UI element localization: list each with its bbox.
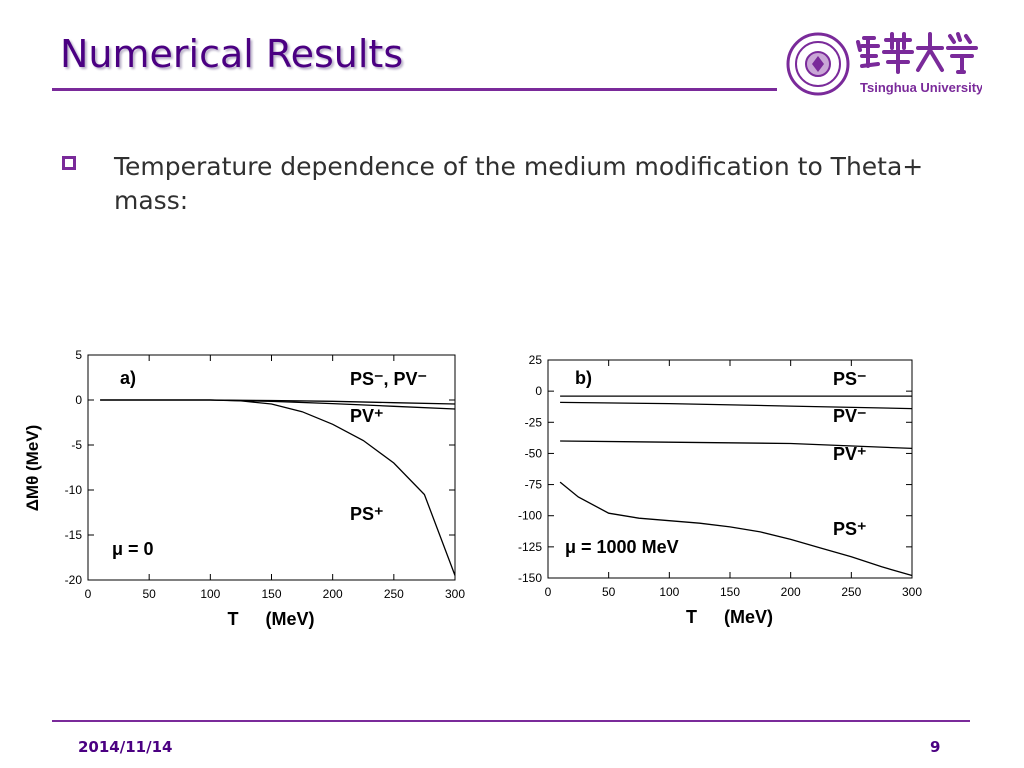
bullet-square-icon bbox=[62, 156, 76, 170]
y-tick-label: -100 bbox=[518, 509, 542, 523]
y-tick-label: -20 bbox=[65, 573, 83, 587]
x-tick-label: 0 bbox=[85, 587, 92, 601]
x-tick-label: 200 bbox=[323, 587, 343, 601]
y-tick-label: 0 bbox=[75, 393, 82, 407]
x-axis-label: T bbox=[228, 609, 239, 629]
x-axis-unit: (MeV) bbox=[724, 607, 773, 627]
series-line bbox=[560, 440, 913, 450]
series-line bbox=[100, 399, 456, 410]
x-tick-label: 100 bbox=[659, 585, 679, 599]
y-tick-label: -15 bbox=[65, 528, 83, 542]
x-tick-label: 50 bbox=[602, 585, 616, 599]
page-number: 9 bbox=[930, 738, 941, 756]
y-tick-label: 25 bbox=[529, 353, 543, 367]
y-axis-label: ΔMθ (MeV) bbox=[23, 425, 42, 512]
series-label: PS⁻, PV⁻ bbox=[350, 369, 427, 389]
x-tick-label: 300 bbox=[902, 585, 922, 599]
y-tick-label: -5 bbox=[71, 438, 82, 452]
panel-label: a) bbox=[120, 368, 136, 388]
series-label: PS⁺ bbox=[350, 504, 384, 524]
bullet-text: Temperature dependence of the medium mod… bbox=[114, 152, 924, 215]
mu-annotation: μ = 0 bbox=[112, 539, 154, 559]
series-line bbox=[100, 399, 456, 576]
series-label: PV⁻ bbox=[833, 406, 867, 426]
x-tick-label: 300 bbox=[445, 587, 465, 601]
y-tick-label: -75 bbox=[525, 478, 543, 492]
university-logo: Tsinghua University bbox=[786, 32, 982, 96]
y-tick-label: 0 bbox=[535, 384, 542, 398]
series-label: PV⁺ bbox=[833, 444, 867, 464]
series-label: PV⁺ bbox=[350, 406, 384, 426]
y-tick-label: -25 bbox=[525, 415, 543, 429]
slide-title: Numerical Results bbox=[60, 32, 404, 76]
x-tick-label: 200 bbox=[781, 585, 801, 599]
footer-date: 2014/11/14 bbox=[78, 738, 173, 756]
x-tick-label: 250 bbox=[841, 585, 861, 599]
y-tick-label: -50 bbox=[525, 446, 543, 460]
mu-annotation: μ = 1000 MeV bbox=[565, 537, 679, 557]
y-tick-label: -125 bbox=[518, 540, 542, 554]
chart-panel-b: 0 50 100 150 200 250 300250-25-50-75-100-125-1… bbox=[518, 353, 922, 627]
series-line bbox=[559, 481, 913, 577]
x-tick-label: 0 bbox=[545, 585, 552, 599]
logo-caption: Tsinghua University bbox=[860, 80, 982, 95]
series-label: PS⁺ bbox=[833, 519, 867, 539]
x-axis-label: T bbox=[686, 607, 697, 627]
series-line bbox=[560, 401, 913, 410]
title-underline bbox=[52, 88, 777, 91]
x-tick-label: 150 bbox=[261, 587, 281, 601]
series-label: PS⁻ bbox=[833, 369, 867, 389]
x-tick-label: 150 bbox=[720, 585, 740, 599]
y-tick-label: -150 bbox=[518, 571, 542, 585]
y-tick-label: -10 bbox=[65, 483, 83, 497]
panel-label: b) bbox=[575, 368, 592, 388]
x-tick-label: 50 bbox=[142, 587, 156, 601]
x-tick-label: 100 bbox=[200, 587, 220, 601]
x-tick-label: 250 bbox=[384, 587, 404, 601]
footer-divider bbox=[52, 720, 970, 722]
y-tick-label: 5 bbox=[75, 348, 82, 362]
x-axis-unit: (MeV) bbox=[266, 609, 315, 629]
